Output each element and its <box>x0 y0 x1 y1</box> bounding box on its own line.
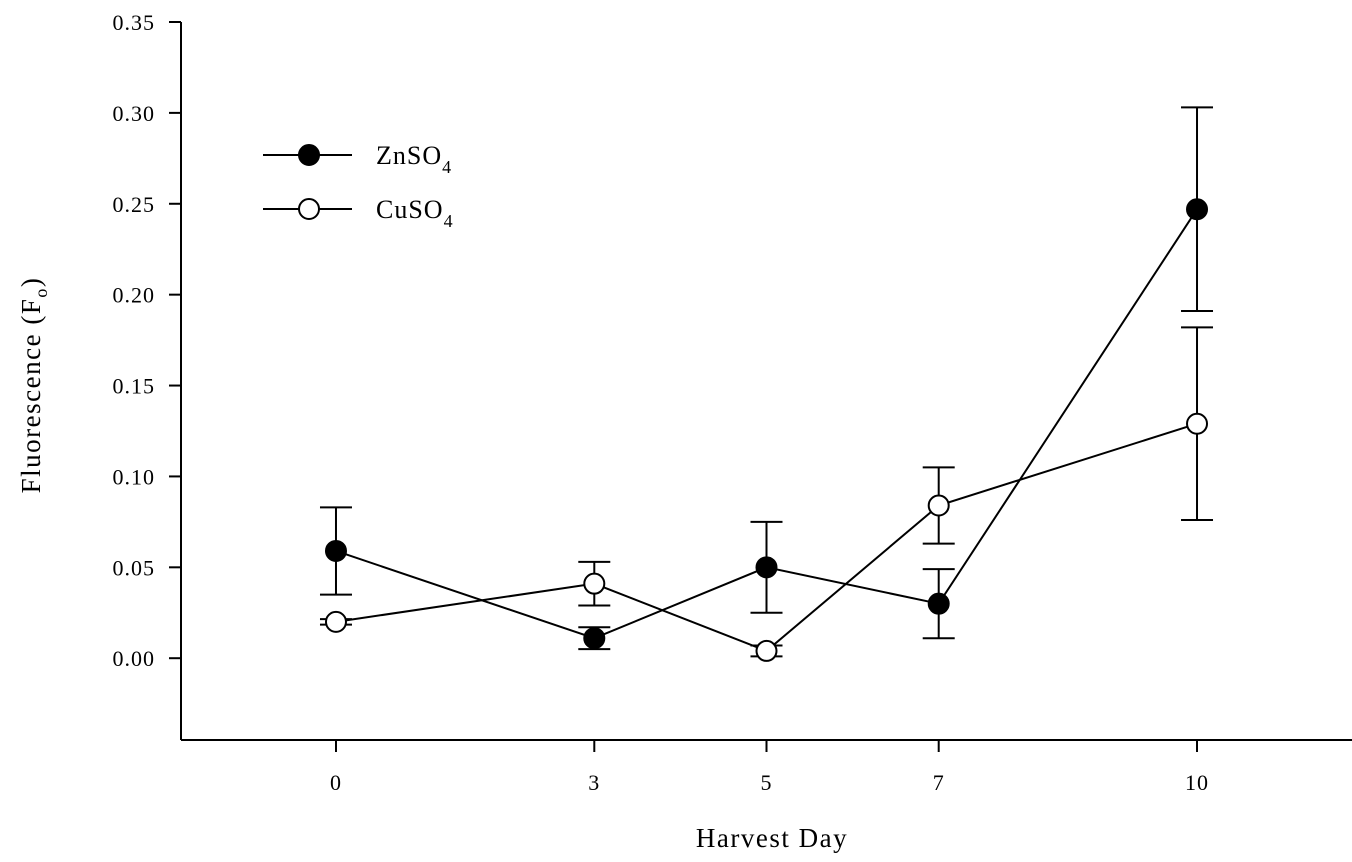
legend-label-main: ZnSO <box>376 141 442 170</box>
legend-label: ZnSO4 <box>376 141 452 177</box>
legend-label-main: CuSO <box>376 195 444 224</box>
x-tick-label: 10 <box>1185 770 1209 795</box>
y-tick-label: 0.35 <box>113 10 156 35</box>
data-point <box>583 572 606 595</box>
axes <box>180 22 1352 741</box>
y-tick-label: 0.00 <box>113 646 156 671</box>
series-1 <box>319 106 1214 651</box>
data-point <box>1186 198 1209 221</box>
x-axis-title: Harvest Day <box>696 823 848 853</box>
data-point <box>1186 412 1209 435</box>
data-point <box>927 592 950 615</box>
legend-marker <box>298 144 320 166</box>
series-2 <box>319 326 1214 662</box>
x-tick-label: 3 <box>588 770 600 795</box>
plot-area <box>319 106 1214 662</box>
data-point <box>324 610 347 633</box>
y-tick-label: 0.15 <box>113 374 156 399</box>
y-tick-label: 0.20 <box>113 283 156 308</box>
legend-label: CuSO4 <box>376 195 454 231</box>
y-tick-label: 0.05 <box>113 555 156 580</box>
y-tick-label: 0.25 <box>113 192 156 217</box>
data-point <box>755 639 778 662</box>
x-tick-label: 7 <box>933 770 945 795</box>
x-tick-label: 5 <box>761 770 773 795</box>
ticks: 0.00 0.05 0.10 0.15 0.20 0.25 0.30 0.35 0 3 5 7 10 <box>113 10 1209 795</box>
legend-label-subscript: 4 <box>442 157 452 177</box>
data-point <box>755 556 778 579</box>
x-tick-label: 0 <box>330 770 342 795</box>
data-point <box>927 494 950 517</box>
legend-marker <box>298 198 320 220</box>
y-axis-title-main: Fluorescence (F <box>16 298 46 494</box>
y-axis-title: Fluorescence (Fo) <box>16 277 51 494</box>
y-axis-title-subscript: o <box>31 287 51 298</box>
data-point <box>324 539 347 562</box>
y-axis-title-suffix: ) <box>16 277 46 288</box>
y-tick-label: 0.30 <box>113 101 156 126</box>
data-point <box>583 627 606 650</box>
legend-label-subscript: 4 <box>444 211 454 231</box>
y-tick-label: 0.10 <box>113 464 156 489</box>
